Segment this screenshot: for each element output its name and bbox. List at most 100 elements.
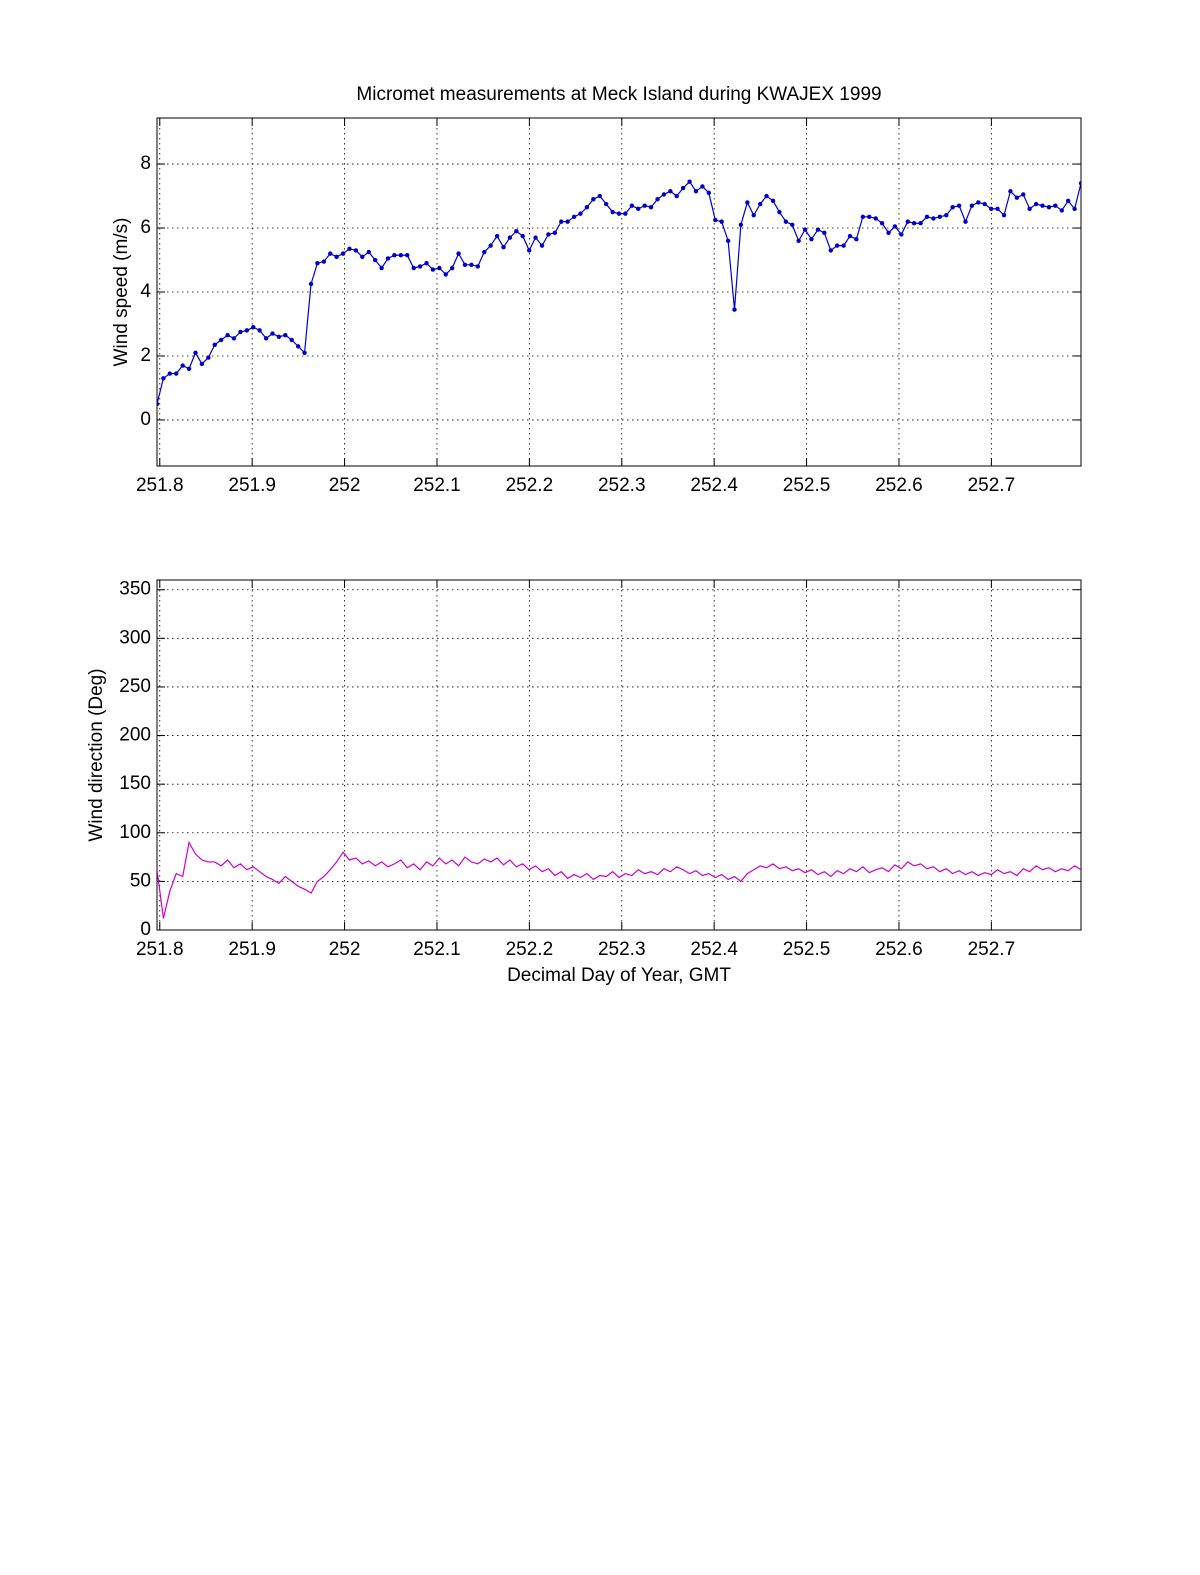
data-point	[1021, 192, 1026, 197]
y-tick-label: 4	[140, 281, 151, 302]
data-point	[174, 371, 179, 376]
data-point	[405, 253, 410, 258]
data-point	[719, 219, 724, 224]
data-point	[571, 214, 577, 220]
data-point	[443, 272, 448, 277]
data-point	[565, 219, 570, 224]
data-point	[1078, 181, 1081, 186]
data-point	[802, 227, 808, 232]
y-axis-label: Wind direction (Deg)	[86, 668, 107, 841]
x-tick-label: 251.8	[136, 475, 184, 496]
data-point	[616, 211, 622, 216]
data-point	[157, 401, 160, 407]
x-tick-label: 252.7	[968, 939, 1016, 960]
data-point	[475, 264, 481, 269]
data-point	[167, 371, 173, 376]
x-tick-label: 252.2	[506, 939, 554, 960]
x-tick-label: 252.5	[783, 475, 831, 496]
data-point	[693, 189, 699, 194]
data-point	[186, 366, 192, 371]
data-point	[713, 217, 718, 223]
data-point	[437, 265, 442, 271]
data-point	[366, 249, 371, 255]
data-point	[597, 193, 602, 199]
data-point	[276, 334, 282, 339]
y-tick-label: 200	[119, 725, 151, 746]
data-point	[867, 214, 872, 220]
data-point	[1033, 201, 1039, 207]
data-point	[225, 332, 230, 338]
y-tick-label: 2	[140, 345, 151, 366]
x-tick-label: 252.6	[875, 475, 923, 496]
data-point	[449, 265, 455, 271]
data-point	[976, 200, 981, 205]
data-point	[636, 206, 641, 212]
x-tick-label: 252.5	[783, 939, 831, 960]
data-point	[315, 261, 320, 266]
y-tick-label: 6	[140, 217, 151, 238]
data-point	[834, 243, 840, 248]
data-point	[648, 205, 654, 210]
data-point	[918, 221, 923, 226]
data-point	[308, 281, 314, 287]
data-point	[218, 337, 224, 343]
data-point	[501, 245, 506, 250]
data-point	[411, 265, 416, 271]
data-point	[526, 248, 532, 253]
data-point	[161, 376, 166, 381]
data-point	[738, 222, 744, 228]
data-point	[392, 253, 397, 258]
data-point	[514, 229, 519, 234]
data-point	[937, 214, 943, 220]
y-axis-label: Wind speed (m/s)	[111, 218, 132, 367]
x-tick-label: 252.4	[690, 475, 738, 496]
data-point	[892, 224, 898, 229]
data-point	[841, 243, 846, 248]
data-point	[944, 213, 949, 218]
data-point	[905, 219, 910, 224]
data-point	[661, 192, 667, 197]
data-point	[1072, 206, 1077, 212]
y-tick-label: 100	[119, 822, 151, 843]
data-point	[1053, 203, 1058, 208]
data-point	[969, 203, 975, 208]
data-point	[777, 209, 782, 215]
y-tick-label: 8	[140, 153, 151, 174]
data-point	[244, 328, 250, 333]
x-tick-label: 252.1	[413, 475, 461, 496]
data-point	[584, 205, 590, 210]
data-point	[873, 216, 878, 221]
data-point	[251, 324, 256, 330]
data-point	[206, 355, 211, 360]
data-point	[334, 254, 339, 260]
data-point	[1027, 206, 1032, 212]
data-point	[591, 197, 596, 202]
data-point	[283, 332, 288, 338]
data-point	[559, 219, 564, 224]
data-point	[494, 233, 500, 239]
data-point	[462, 262, 468, 268]
x-tick-label: 252.3	[598, 475, 646, 496]
x-tick-label: 252.4	[690, 939, 738, 960]
data-point	[328, 251, 333, 256]
chart-title: Micromet measurements at Meck Island dur…	[356, 84, 881, 105]
data-point	[822, 230, 827, 236]
data-point	[828, 248, 833, 253]
data-point	[488, 243, 493, 248]
axes-frame	[156, 117, 1082, 467]
data-point	[270, 331, 275, 336]
data-point	[725, 238, 731, 244]
x-tick-label: 252	[329, 475, 361, 496]
data-point	[700, 184, 705, 189]
data-point	[687, 179, 692, 184]
plot-area	[157, 840, 1081, 919]
data-point	[424, 261, 429, 266]
x-tick-label: 251.9	[228, 939, 276, 960]
data-point	[924, 214, 930, 220]
data-point	[680, 185, 686, 191]
data-point	[552, 230, 558, 236]
data-point	[815, 227, 821, 232]
data-point	[745, 200, 750, 205]
data-point	[1046, 205, 1052, 210]
